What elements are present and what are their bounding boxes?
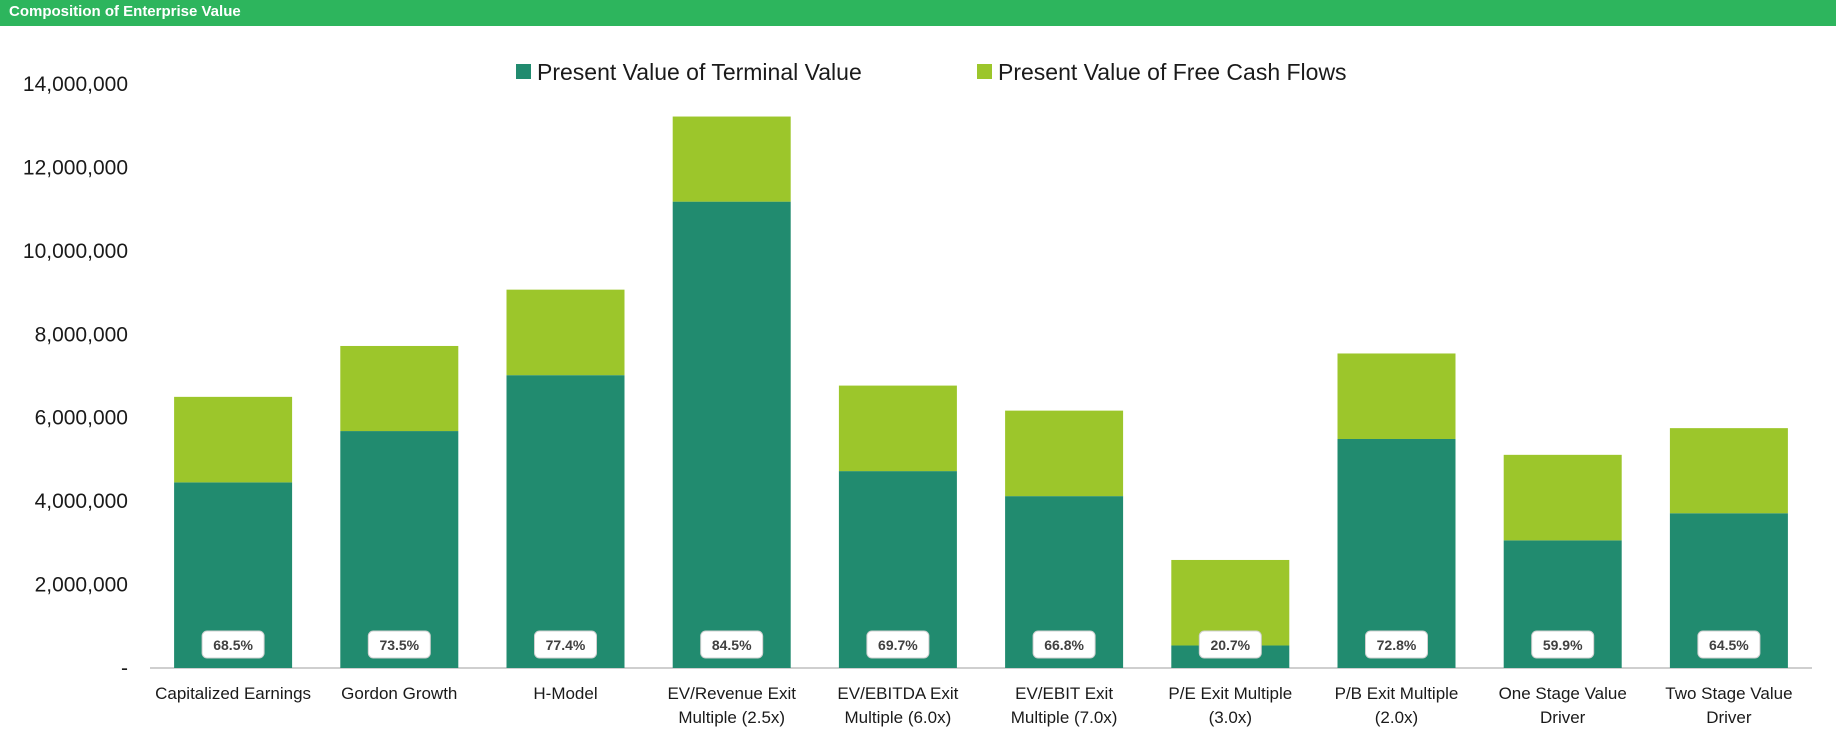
- x-tick-label: Driver: [1706, 708, 1752, 727]
- chart-header-title: Composition of Enterprise Value: [9, 3, 241, 20]
- y-tick-label: 6,000,000: [35, 407, 128, 430]
- data-label: 72.8%: [1377, 637, 1417, 653]
- data-label-box: [534, 630, 597, 659]
- bar-terminal-value: [672, 201, 791, 669]
- y-tick-label: 8,000,000: [35, 323, 128, 346]
- data-label-box: [367, 630, 431, 659]
- y-tick-label: -: [121, 657, 128, 680]
- x-tick-label: (3.0x): [1209, 708, 1252, 727]
- data-label-box: [866, 630, 930, 659]
- data-label: 68.5%: [213, 637, 253, 653]
- bar-free-cash-flows: [672, 116, 791, 202]
- bar-terminal-value: [1337, 438, 1456, 668]
- y-tick-label: 4,000,000: [35, 490, 128, 513]
- data-label: 73.5%: [379, 637, 419, 653]
- x-tick-label: Multiple (2.5x): [678, 708, 785, 727]
- data-label-box: [1365, 630, 1428, 659]
- x-tick-label: P/E Exit Multiple: [1168, 684, 1292, 703]
- bar-free-cash-flows: [174, 396, 293, 483]
- data-label-box: [700, 630, 764, 659]
- data-label-box: [1032, 630, 1096, 659]
- x-tick-label: EV/EBIT Exit: [1015, 684, 1113, 703]
- x-tick-label: P/B Exit Multiple: [1335, 684, 1459, 703]
- bar-free-cash-flows: [838, 385, 957, 472]
- bar-free-cash-flows: [1337, 353, 1456, 439]
- y-tick-label: 12,000,000: [23, 156, 128, 179]
- data-label-box: [201, 630, 265, 659]
- x-tick-label: Two Stage Value: [1665, 684, 1792, 703]
- data-label: 66.8%: [1044, 637, 1084, 653]
- legend-label: Present Value of Free Cash Flows: [998, 59, 1347, 85]
- bar-free-cash-flows: [340, 345, 459, 432]
- chart-header-bar: Composition of Enterprise Value: [0, 0, 1836, 26]
- data-label: 77.4%: [546, 637, 586, 653]
- data-label: 20.7%: [1210, 637, 1250, 653]
- x-tick-label: Gordon Growth: [341, 684, 457, 703]
- x-tick-label: Capitalized Earnings: [155, 684, 311, 703]
- legend-label: Present Value of Terminal Value: [537, 59, 862, 85]
- x-tick-label: Driver: [1540, 708, 1586, 727]
- data-label-box: [1531, 630, 1595, 659]
- x-tick-label: Multiple (7.0x): [1011, 708, 1118, 727]
- bar-free-cash-flows: [1669, 428, 1788, 514]
- data-label-box: [1697, 630, 1761, 659]
- legend-swatch: [516, 64, 531, 79]
- x-tick-label: One Stage Value: [1499, 684, 1627, 703]
- x-tick-label: EV/EBITDA Exit: [837, 684, 958, 703]
- data-label: 59.9%: [1543, 637, 1583, 653]
- bar-terminal-value: [506, 375, 625, 668]
- data-label: 84.5%: [712, 637, 752, 653]
- x-tick-label: EV/Revenue Exit: [667, 684, 796, 703]
- x-tick-label: (2.0x): [1375, 708, 1418, 727]
- bar-free-cash-flows: [1503, 454, 1622, 541]
- x-tick-label: Multiple (6.0x): [845, 708, 952, 727]
- bar-free-cash-flows: [1005, 410, 1124, 497]
- data-label: 64.5%: [1709, 637, 1749, 653]
- y-tick-label: 10,000,000: [23, 240, 128, 263]
- data-label: 69.7%: [878, 637, 918, 653]
- y-tick-label: 14,000,000: [23, 73, 128, 96]
- data-label-box: [1198, 630, 1262, 659]
- bar-terminal-value: [340, 431, 459, 668]
- legend-swatch: [977, 64, 992, 79]
- y-tick-label: 2,000,000: [35, 574, 128, 597]
- bar-free-cash-flows: [506, 289, 625, 376]
- x-tick-label: H-Model: [533, 684, 597, 703]
